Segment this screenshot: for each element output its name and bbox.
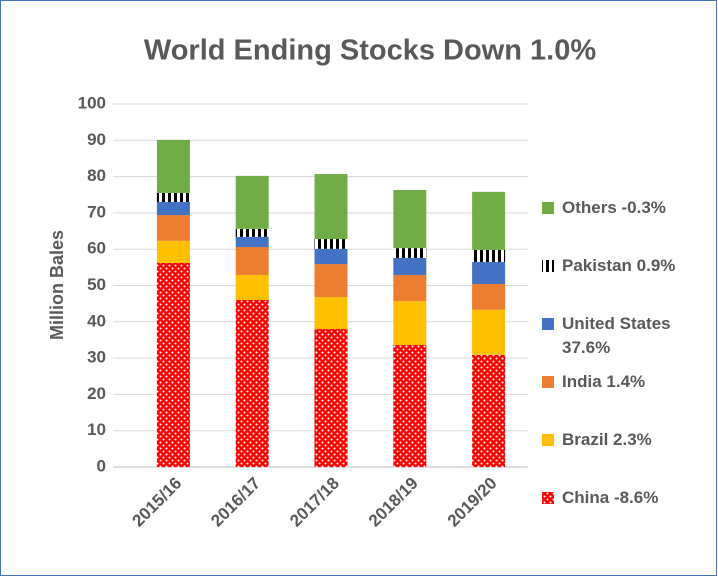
bar-segment — [472, 249, 506, 262]
bar-segment — [393, 257, 427, 275]
y-tick-label: 30 — [87, 348, 106, 367]
legend-label-box: China -8.6% — [562, 488, 659, 507]
bar-segment — [472, 354, 506, 467]
bar-segment — [156, 262, 190, 467]
bar-segment — [314, 248, 348, 265]
y-tick-label: 60 — [87, 239, 106, 258]
bar-segment — [314, 264, 348, 298]
bar-segment — [314, 329, 348, 467]
bar-segment — [235, 247, 269, 275]
legend-label-box: United States 37.6% — [562, 314, 671, 357]
y-tick-label: 20 — [87, 384, 106, 403]
y-tick-label: 70 — [87, 202, 106, 221]
bar-segment — [156, 139, 190, 193]
y-axis-title: Million Bales — [47, 230, 67, 340]
y-tick-label: 10 — [87, 420, 106, 439]
legend-swatch — [542, 376, 554, 388]
legend-label-box: Brazil 2.3% — [562, 430, 652, 449]
legend-label: Others -0.3% — [562, 198, 666, 217]
legend-swatch — [542, 318, 554, 330]
legend-label: United States 37.6% — [562, 314, 671, 357]
bar-segment — [393, 345, 427, 467]
y-tick-label: 90 — [87, 130, 106, 149]
bar-segment — [156, 215, 190, 241]
bar-segment — [472, 261, 506, 285]
legend-swatch — [542, 260, 554, 272]
bar-segment — [393, 190, 427, 249]
legend-swatch — [542, 202, 554, 214]
bar-segment — [314, 239, 348, 249]
bar-segment — [393, 248, 427, 258]
bar-segment — [156, 192, 190, 203]
y-tick-label: 50 — [87, 275, 106, 294]
legend-swatch — [542, 492, 554, 504]
bar-segment — [472, 191, 506, 250]
chart-title: World Ending Stocks Down 1.0% — [144, 35, 596, 67]
bar-segment — [235, 236, 269, 248]
bar-segment — [235, 274, 269, 301]
y-tick-label: 40 — [87, 311, 106, 330]
y-tick-label: 0 — [97, 456, 106, 475]
bar-segment — [235, 175, 269, 229]
bar-segment — [472, 309, 506, 355]
legend-label: Pakistan 0.9% — [562, 256, 676, 275]
legend-swatch — [542, 434, 554, 446]
bar-segment — [393, 274, 427, 302]
y-tick-label: 100 — [78, 93, 106, 112]
legend-label-box: Pakistan 0.9% — [562, 256, 676, 275]
legend-label-box: India 1.4% — [562, 372, 646, 391]
legend-label: India 1.4% — [562, 372, 646, 391]
legend-label: Brazil 2.3% — [562, 430, 652, 449]
bar-segment — [235, 300, 269, 467]
bar-segment — [156, 240, 190, 263]
legend-label: China -8.6% — [562, 488, 659, 507]
bar-segment — [314, 297, 348, 330]
bar-segment — [472, 284, 506, 310]
legend-label-box: Others -0.3% — [562, 198, 666, 217]
bar-segment — [235, 228, 269, 237]
bar-segment — [314, 174, 348, 240]
y-tick-label: 80 — [87, 166, 106, 185]
bar-segment — [393, 301, 427, 346]
bar-segment — [156, 202, 190, 216]
